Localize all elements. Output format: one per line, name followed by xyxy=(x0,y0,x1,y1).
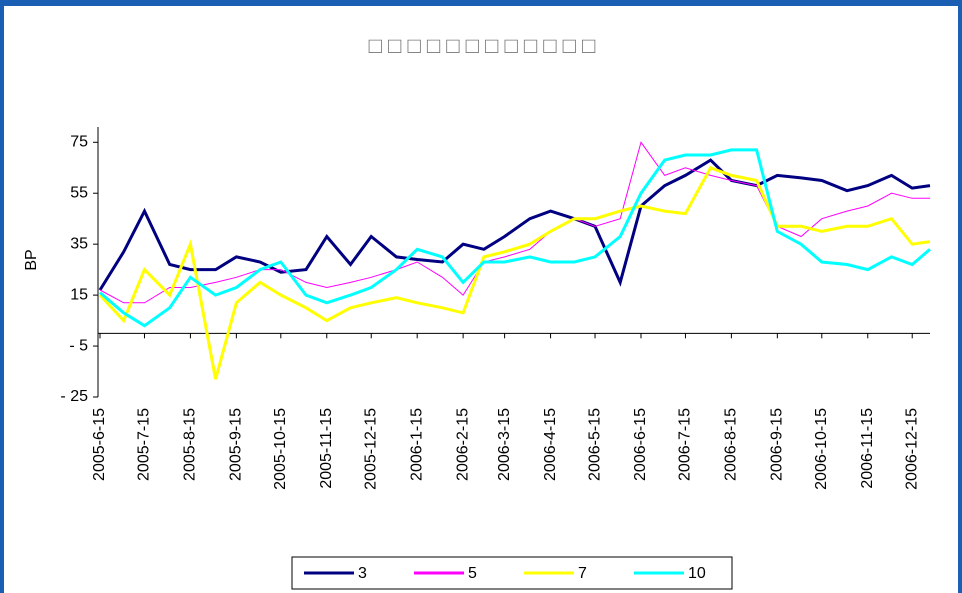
x-tick-label: 2006-9-15 xyxy=(769,408,786,481)
x-tick-label: 2006-12-15 xyxy=(903,408,920,490)
y-tick-label: 35 xyxy=(70,235,88,252)
legend-label: 3 xyxy=(358,565,367,582)
x-tick-label: 2006-2-15 xyxy=(454,408,471,481)
chart-title: □ □ □ □ □ □ □ □ □ □ □ □ xyxy=(369,33,596,58)
y-tick-label: - 25 xyxy=(60,388,88,405)
x-tick-label: 2006-7-15 xyxy=(677,408,694,481)
x-tick-label: 2006-11-15 xyxy=(859,408,876,489)
y-tick-label: 15 xyxy=(70,286,88,303)
top-bar xyxy=(0,0,962,6)
legend-label: 7 xyxy=(578,565,587,582)
right-border xyxy=(958,0,962,593)
x-tick-label: 2006-6-15 xyxy=(632,408,649,481)
x-tick-label: 2005-10-15 xyxy=(272,408,289,490)
x-tick-label: 2006-5-15 xyxy=(586,408,603,481)
x-tick-label: 2005-6-15 xyxy=(91,408,108,481)
x-tick-label: 2005-12-15 xyxy=(362,408,379,490)
y-tick-label: 55 xyxy=(70,184,88,201)
series-line xyxy=(99,148,931,328)
series-line xyxy=(99,141,930,304)
legend-label: 5 xyxy=(468,565,477,582)
x-tick-label: 2005-11-15 xyxy=(318,408,335,489)
legend-label: 10 xyxy=(688,565,706,582)
x-tick-label: 2006-3-15 xyxy=(496,408,513,481)
series-line xyxy=(98,165,931,380)
x-tick-label: 2005-9-15 xyxy=(228,408,245,481)
x-tick-label: 2006-1-15 xyxy=(408,408,425,481)
y-tick-label: - 5 xyxy=(69,337,88,354)
series-line xyxy=(98,158,931,291)
x-tick-label: 2006-4-15 xyxy=(542,408,559,481)
x-tick-label: 2006-8-15 xyxy=(723,408,740,481)
x-tick-label: 2005-7-15 xyxy=(136,408,153,481)
left-border xyxy=(0,0,4,593)
y-tick-label: 75 xyxy=(70,134,88,151)
y-axis-label: BP xyxy=(23,249,40,270)
x-tick-label: 2005-8-15 xyxy=(182,408,199,481)
x-tick-label: 2006-10-15 xyxy=(813,408,830,490)
